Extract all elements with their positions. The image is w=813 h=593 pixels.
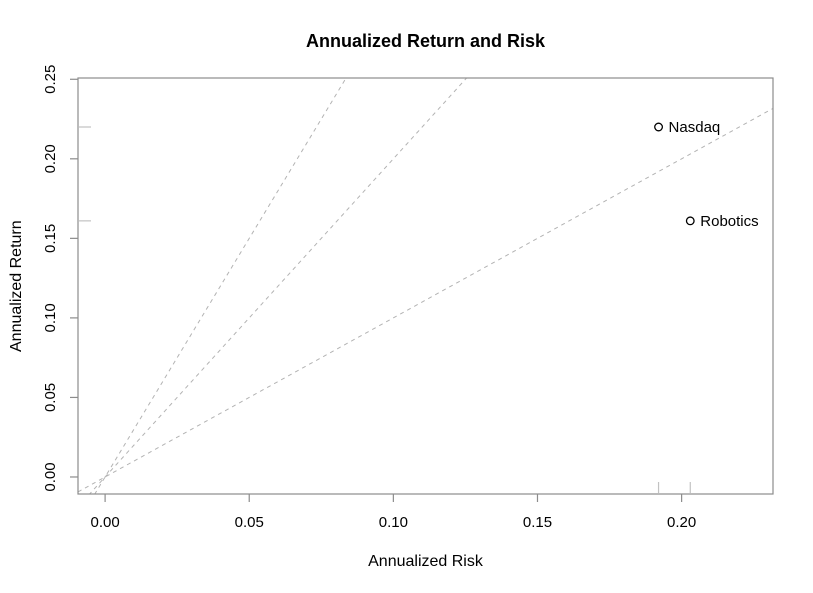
chart-title: Annualized Return and Risk [305, 31, 546, 51]
data-point-robotics [685, 216, 695, 226]
reference-line-slope-2 [88, 78, 468, 494]
y-tick-label: 0.00 [42, 462, 59, 491]
reference-line-slope-3 [94, 78, 347, 494]
y-tick-label: 0.10 [42, 303, 59, 332]
data-point-label: Nasdaq [669, 119, 721, 136]
y-tick-label: 0.20 [42, 144, 59, 173]
x-axis-label: Annualized Risk [368, 553, 483, 570]
x-tick-label: 0.20 [667, 514, 696, 531]
x-tick-label: 0.05 [235, 514, 264, 531]
x-tick-label: 0.00 [90, 514, 119, 531]
plot-border [77, 77, 774, 495]
y-tick-label: 0.25 [42, 65, 59, 94]
y-tick-label: 0.15 [42, 224, 59, 253]
data-point-nasdaq [654, 122, 664, 132]
x-tick-label: 0.10 [379, 514, 408, 531]
y-tick-label: 0.05 [42, 383, 59, 412]
reference-line-slope-1 [78, 107, 773, 493]
data-point-label: Robotics [700, 213, 758, 230]
x-tick-label: 0.15 [523, 514, 552, 531]
